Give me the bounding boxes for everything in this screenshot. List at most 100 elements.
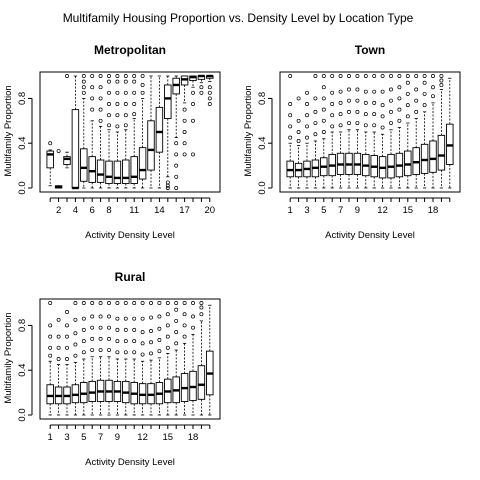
outlier-point <box>123 90 128 95</box>
outlier-point <box>165 334 170 339</box>
outlier-point <box>81 301 86 305</box>
outlier-point <box>174 163 179 168</box>
outlier-point <box>90 85 95 90</box>
outlier-point <box>81 90 86 95</box>
outlier-point <box>380 103 385 108</box>
box-level-19 <box>197 301 206 416</box>
outlier-point <box>313 132 318 137</box>
outlier-point <box>389 109 393 114</box>
outlier-point <box>107 79 111 84</box>
box-level-8 <box>105 74 113 189</box>
outlier-point <box>115 301 120 305</box>
box-level-2 <box>54 149 63 189</box>
box-level-7 <box>336 74 345 189</box>
outlier-point <box>380 89 385 94</box>
outlier-point <box>115 350 120 355</box>
outlier-point <box>296 118 301 123</box>
outlier-point <box>338 89 343 94</box>
outlier-point <box>81 327 86 332</box>
box-iqr <box>63 156 71 165</box>
outlier-point <box>157 301 162 305</box>
outlier-point <box>73 353 78 358</box>
x-tick-label: 20 <box>205 205 216 216</box>
outlier-point <box>191 301 195 305</box>
y-axis-label-town: Multifamily Proportion <box>243 85 254 176</box>
outlier-point <box>305 102 309 106</box>
outlier-point <box>313 109 318 114</box>
outlier-point <box>355 87 360 92</box>
outlier-point <box>123 339 128 344</box>
box-level-2 <box>294 96 303 189</box>
outlier-point <box>405 80 410 85</box>
outlier-point <box>355 121 360 125</box>
box-level-12 <box>138 301 147 416</box>
outlier-point <box>330 124 335 129</box>
outlier-point <box>389 98 393 103</box>
outlier-point <box>321 130 326 134</box>
outlier-point <box>98 314 103 319</box>
box-level-20 <box>206 74 214 106</box>
outlier-point <box>123 350 128 355</box>
outlier-point <box>165 301 170 305</box>
outlier-point <box>73 331 78 336</box>
outlier-point <box>207 96 212 101</box>
y-tick-label: 0.8 <box>17 319 28 332</box>
outlier-point <box>48 345 53 350</box>
outlier-point <box>182 107 187 112</box>
outlier-point <box>174 174 179 179</box>
box-level-15 <box>164 301 172 416</box>
outlier-point <box>98 107 103 112</box>
box-level-3 <box>63 310 71 416</box>
x-tick-label: 15 <box>163 432 174 443</box>
box-level-11 <box>370 74 378 189</box>
box-iqr <box>130 156 138 184</box>
outlier-point <box>174 186 179 190</box>
outlier-point <box>422 91 427 96</box>
outlier-point <box>73 342 78 347</box>
outlier-point <box>372 123 377 128</box>
outlier-point <box>182 152 187 157</box>
outlier-point <box>363 74 368 78</box>
outlier-point <box>73 301 78 305</box>
outlier-point <box>157 349 162 354</box>
outlier-point <box>321 96 326 101</box>
outlier-point <box>380 125 385 130</box>
outlier-point <box>174 318 179 323</box>
outlier-point <box>149 301 153 305</box>
box-level-3 <box>63 74 71 169</box>
outlier-point <box>305 124 309 129</box>
outlier-point <box>56 149 61 153</box>
outlier-point <box>81 85 86 90</box>
outlier-point <box>355 98 360 103</box>
outlier-point <box>347 121 351 125</box>
x-tick-label: 9 <box>115 432 120 443</box>
box-level-6 <box>328 74 336 189</box>
box-level-8 <box>105 301 113 416</box>
box-iqr <box>429 140 437 173</box>
x-tick-label: 11 <box>129 205 139 216</box>
box-iqr <box>155 106 164 153</box>
outlier-point <box>48 334 53 339</box>
outlier-point <box>90 301 95 305</box>
outlier-point <box>296 130 301 134</box>
outlier-point <box>296 139 301 143</box>
box-iqr <box>105 160 113 184</box>
outlier-point <box>165 312 170 317</box>
outlier-point <box>149 315 153 320</box>
outlier-point <box>431 94 435 99</box>
box-level-7 <box>96 301 105 416</box>
outlier-point <box>347 109 351 114</box>
outlier-point <box>81 79 86 84</box>
outlier-point <box>115 74 120 78</box>
outlier-point <box>363 89 368 94</box>
outlier-point <box>372 89 377 94</box>
x-tick-label: 14 <box>154 205 165 216</box>
box-level-14 <box>155 301 164 416</box>
outlier-point <box>115 90 120 95</box>
outlier-point <box>56 334 61 339</box>
box-level-3 <box>303 90 311 189</box>
outlier-point <box>107 74 111 78</box>
outlier-point <box>123 327 128 332</box>
outlier-point <box>330 113 335 118</box>
